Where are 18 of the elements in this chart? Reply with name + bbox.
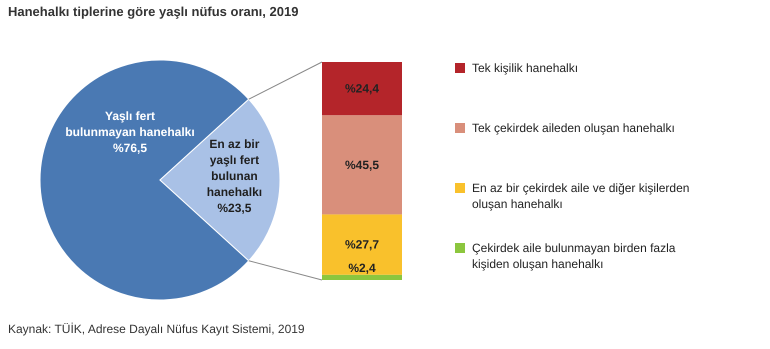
slice-label: En az bir yaşlı fert bulunan hanehalkı [206,137,262,199]
legend-label: Tek çekirdek aileden oluşan hanehalkı [472,121,675,135]
chart-title: Hanehalkı tiplerine göre yaşlı nüfus oranı, 2019 [8,4,298,19]
legend-label: En az bir çekirdek aile ve diğer kişilerden oluşan hanehalkı [472,181,690,211]
legend-label: Tek kişilik hanehalkı [472,61,578,75]
text: Kaynak: TÜİK, Adrese Dayalı Nüfus Kayıt Sistemi, 2019 [8,322,305,336]
slice-label: Yaşlı fert bulunmayan hanehalkı [65,109,195,139]
data-label: %76,5 [112,141,148,155]
data-label: %23,5 [217,201,252,215]
legend-label: Çekirdek aile bulunmayan birden fazla kişiden oluşan hanehalkı [472,241,676,271]
bar [322,62,402,116]
data-label: %45,5 [344,158,380,172]
data-label: %2,4 [348,260,376,275]
data-label: %27,7 [344,238,380,252]
bar [322,274,402,280]
bar [322,115,402,214]
data-label: %24,4 [344,82,380,96]
bar [322,214,402,275]
